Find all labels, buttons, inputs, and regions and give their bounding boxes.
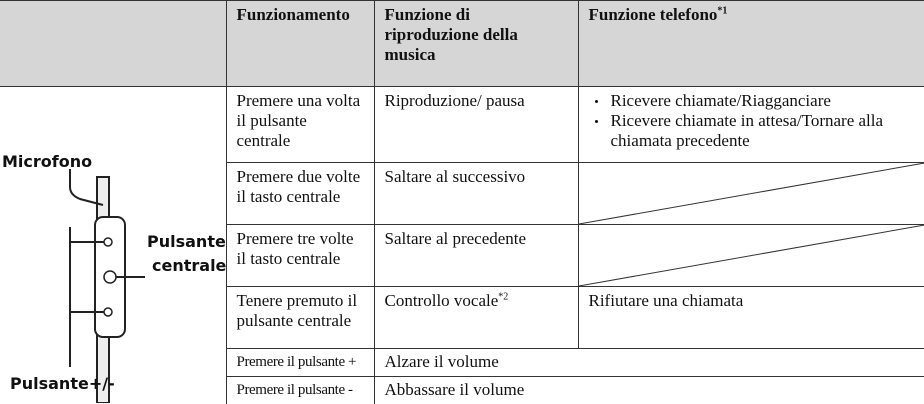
header-cell: Funzione di riproduzione della musica <box>373 0 579 87</box>
table-row: Tenere premuto il pulsante centrale Contr… <box>0 286 924 349</box>
operation-text: Premere una volta il pulsante centrale <box>236 91 361 150</box>
mic-pointer <box>69 169 104 206</box>
table-row: Microfono Pulsante centrale Pulsante+/- Prem… <box>0 86 924 404</box>
volume-pointer <box>69 227 104 367</box>
center-button-label: centrale <box>152 256 226 275</box>
music-text: Controllo vocale <box>384 291 499 310</box>
operation-text: Tenere premuto il pulsante centrale <box>236 291 358 330</box>
operation-cell: Tenere premuto il pulsante centrale <box>226 286 375 349</box>
operation-text: Premere due volte il tasto centrale <box>236 167 361 206</box>
operation-text: Premere il pulsante - <box>236 382 354 398</box>
operation-cell: Premere due volte il tasto centrale <box>226 162 375 225</box>
header-empty <box>0 0 227 87</box>
phone-item: Ricevere chiamate in attesa/Tornare alla… <box>589 111 915 151</box>
microphone-label: Microfono <box>2 152 92 171</box>
music-text: Saltare al successivo <box>384 167 526 186</box>
operation-cell: Premere il pulsante - <box>226 376 375 404</box>
music-text: Abbassare il volume <box>384 380 525 399</box>
header-text: Funzionamento <box>236 5 350 24</box>
header-text: Funzione di riproduzione della musica <box>384 5 518 64</box>
center-button-label: Pulsante <box>147 232 226 251</box>
diagonal <box>579 225 924 286</box>
music-text: Alzare il volume <box>384 352 499 371</box>
operation-cell: Premere il pulsante + <box>226 348 375 377</box>
music-cell: Riproduzione/ pausa <box>373 86 579 163</box>
operation-text: Premere il pulsante + <box>236 354 357 370</box>
diagonal-line <box>579 225 924 286</box>
music-text: Saltare al precedente <box>384 229 527 248</box>
music-cell: Alzare il volume <box>373 348 924 377</box>
music-text: Riproduzione/ pausa <box>384 91 525 110</box>
music-cell: Saltare al successivo <box>373 162 579 225</box>
music-cell: Saltare al precedente <box>373 224 579 287</box>
table-row: Premere il pulsante - Abbassare il volume <box>0 376 924 404</box>
header-cell: Funzionamento <box>225 0 375 87</box>
footnote-mark: *2 <box>498 291 509 303</box>
diagonal-line <box>579 163 924 224</box>
operation-cell: Premere una volta il pulsante centrale <box>225 86 375 163</box>
phone-item: Rifiutare una chiamata <box>588 291 744 310</box>
remote-illustration: Microfono Pulsante centrale Pulsante+/- <box>2 152 226 403</box>
header-text: Funzione telefono <box>588 5 718 24</box>
phone-cell <box>577 224 924 287</box>
operation-text: Premere tre volte il tasto centrale <box>236 229 354 268</box>
footnote-mark: *1 <box>717 5 728 17</box>
volume-button-label: Pulsante+/- <box>10 374 115 393</box>
header-cell: Funzione telefono*1 <box>577 0 924 87</box>
phone-cell <box>577 162 924 225</box>
phone-item: Ricevere chiamate/Riagganciare <box>589 91 915 111</box>
music-cell: Controllo vocale*2 <box>373 286 579 349</box>
operation-cell: Premere tre volte il tasto centrale <box>226 224 375 287</box>
music-cell: Abbassare il volume <box>373 376 924 404</box>
phone-cell: Ricevere chiamate/Riagganciare Ricevere c… <box>577 86 924 163</box>
diagonal <box>579 163 924 224</box>
header-row: Funzionamento Funzione di riproduzione d… <box>0 0 924 87</box>
illustration-cell: Microfono Pulsante centrale Pulsante+/- <box>0 86 227 404</box>
phone-cell: Rifiutare una chiamata <box>577 286 924 349</box>
